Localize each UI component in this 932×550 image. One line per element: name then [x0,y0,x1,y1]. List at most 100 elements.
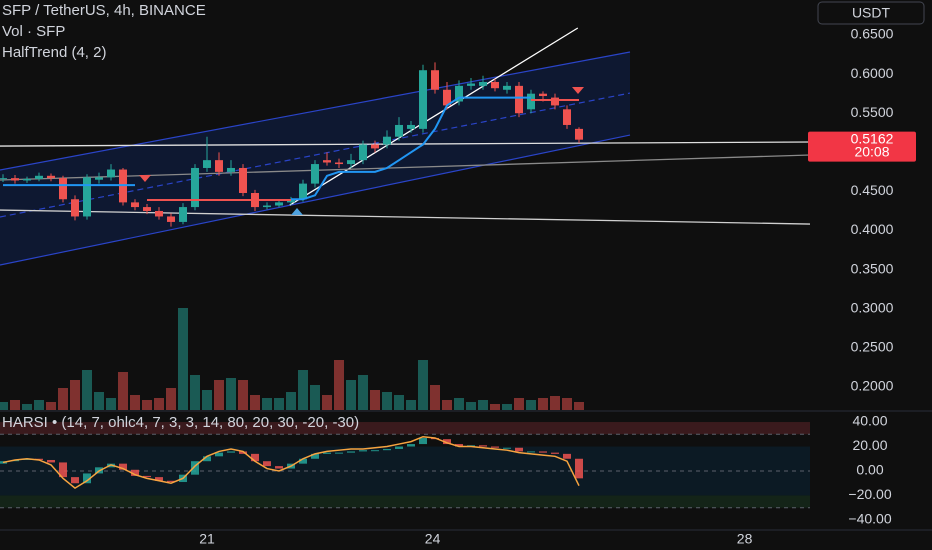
candle-body [227,167,235,172]
harsi-candle [203,456,211,462]
candle-body [0,178,7,180]
trend-line [0,209,811,225]
volume-bar [0,402,8,410]
volume-bar [562,398,572,410]
volume-bar [250,395,260,410]
volume-bar [58,388,68,410]
harsi-candle [47,459,55,463]
volume-bar [490,404,500,410]
harsi-tick-label: 20.00 [852,437,887,453]
harsi-candle [539,451,547,453]
volume-bar [262,398,272,410]
candle-body [11,178,19,181]
volume-bar [310,385,320,410]
volume-bar [34,400,44,410]
candle-body [59,178,67,200]
candle-body [275,202,283,206]
candle-body [47,175,55,179]
channel-line [0,134,631,266]
halftrend-line [3,96,531,201]
harsi-candle [515,447,523,452]
harsi-candle [119,463,127,470]
countdown: 20:08 [854,143,889,159]
y-tick-label: 0.6500 [851,26,894,42]
candle-body [431,70,439,90]
harsi-candle [359,450,367,452]
volume-bar [502,404,512,410]
currency-button[interactable] [817,1,925,25]
harsi-candle [215,452,223,457]
volume-bar [334,360,344,410]
channel-line [0,51,631,171]
candle-body [419,70,427,129]
harsi-label: HARSI • (14, 7, ohlc4, 7, 3, 3, 14, 80, … [2,414,359,431]
candle-body [503,85,511,90]
harsi-candle [527,451,535,453]
harsi-candle [83,473,91,484]
candle-body [359,144,367,161]
volume-bar [178,308,188,410]
volume-bar [286,392,296,410]
volume-bar [382,392,392,410]
candle-body [35,175,43,179]
main-layer [0,62,584,490]
candle-body [383,136,391,145]
harsi-rsi-line [2,435,580,490]
volume-bar [106,398,116,410]
harsi-candle [335,452,343,454]
volume-bar [322,395,332,410]
x-tick-label: 28 [737,531,753,547]
volume-bar [274,398,284,410]
candle-body [203,160,211,168]
candle-body [239,167,247,193]
harsi-tick-label: −20.00 [848,486,891,502]
candle-body [107,169,115,178]
volume-bar [46,402,56,410]
volume-bar [478,400,488,410]
candle-body [323,160,331,163]
trend-line [289,27,579,206]
harsi-candle [383,448,391,451]
volume-bar [346,380,356,410]
volume-bar [154,398,164,410]
candle-body [407,124,415,129]
symbol-title: SFP / TetherUS, 4h, BINANCE [2,2,206,19]
candle-body [539,93,547,97]
harsi-candle [191,461,199,475]
volume-bar [466,402,476,410]
candle-body [71,199,79,217]
volume-bar [190,375,200,410]
harsi-tick-label: 0.00 [856,462,883,478]
candle-body [191,167,199,208]
candle-body [263,205,271,208]
volume-bar [214,380,224,410]
volume-bar [370,390,380,410]
y-tick-label: 0.6000 [851,65,894,81]
candle-body [551,97,559,106]
harsi-candle [131,469,139,476]
volume-bar [142,400,152,410]
harsi-candle [371,450,379,452]
volume-bar [394,395,404,410]
volume-bar [22,404,32,410]
candle-body [179,207,187,222]
candle-body [479,81,487,86]
volume-bar [166,388,176,410]
candle-body [443,89,451,106]
harsi-candle [395,446,403,449]
candle-body [131,202,139,208]
x-tick-label: 21 [199,531,215,547]
y-tick-label: 0.3500 [851,260,894,276]
candle-body [167,216,175,222]
harsi-candle [275,466,283,469]
candle-body [95,177,103,180]
harsi-candle [419,437,427,445]
harsi-candle [263,461,271,467]
currency-label[interactable]: USDT [852,5,891,21]
volume-bar [202,390,212,410]
volume-bar [454,398,464,410]
harsi-candle [323,452,331,454]
volume-label: Vol · SFP [2,23,65,40]
candle-body [335,162,343,165]
